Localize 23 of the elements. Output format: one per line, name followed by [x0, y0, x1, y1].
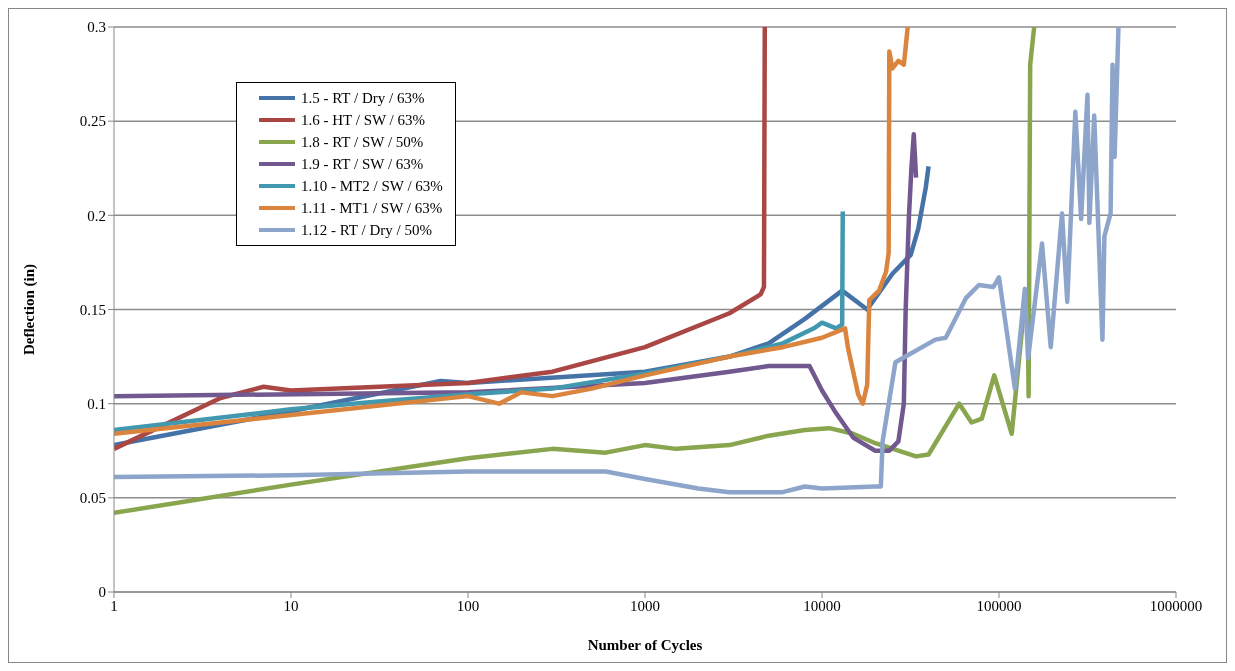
y-tick-label: 0.25 [79, 113, 106, 130]
x-tick-label: 1000000 [1149, 597, 1203, 614]
x-tick-label: 100000 [976, 597, 1022, 614]
legend-label: 1.12 - RT / Dry / 50% [301, 221, 432, 239]
legend-label: 1.10 - MT2 / SW / 63% [301, 177, 443, 195]
x-tick-label: 1000 [630, 597, 660, 614]
y-tick-label: 0.15 [79, 301, 106, 318]
y-axis-title: Deflection (in) [21, 263, 39, 356]
y-tick-label: 0.2 [87, 207, 106, 224]
x-tick-label: 10000 [803, 597, 841, 614]
legend-label: 1.8 - RT / SW / 50% [301, 133, 424, 151]
y-tick-label: 0.1 [87, 395, 106, 412]
legend-label: 1.11 - MT1 / SW / 63% [301, 199, 443, 217]
y-tick-label: 0 [98, 584, 106, 601]
y-tick-label: 0.05 [79, 490, 106, 507]
legend-label: 1.9 - RT / SW / 63% [301, 155, 424, 173]
x-axis-title: Number of Cycles [587, 637, 703, 653]
legend-label: 1.5 - RT / Dry / 63% [301, 89, 425, 107]
x-tick-label: 100 [456, 597, 480, 614]
legend-label: 1.6 - HT / SW / 63% [301, 111, 426, 129]
y-tick-label: 0.3 [87, 19, 106, 36]
x-tick-label: 1 [110, 597, 118, 614]
x-tick-label: 10 [283, 597, 299, 614]
